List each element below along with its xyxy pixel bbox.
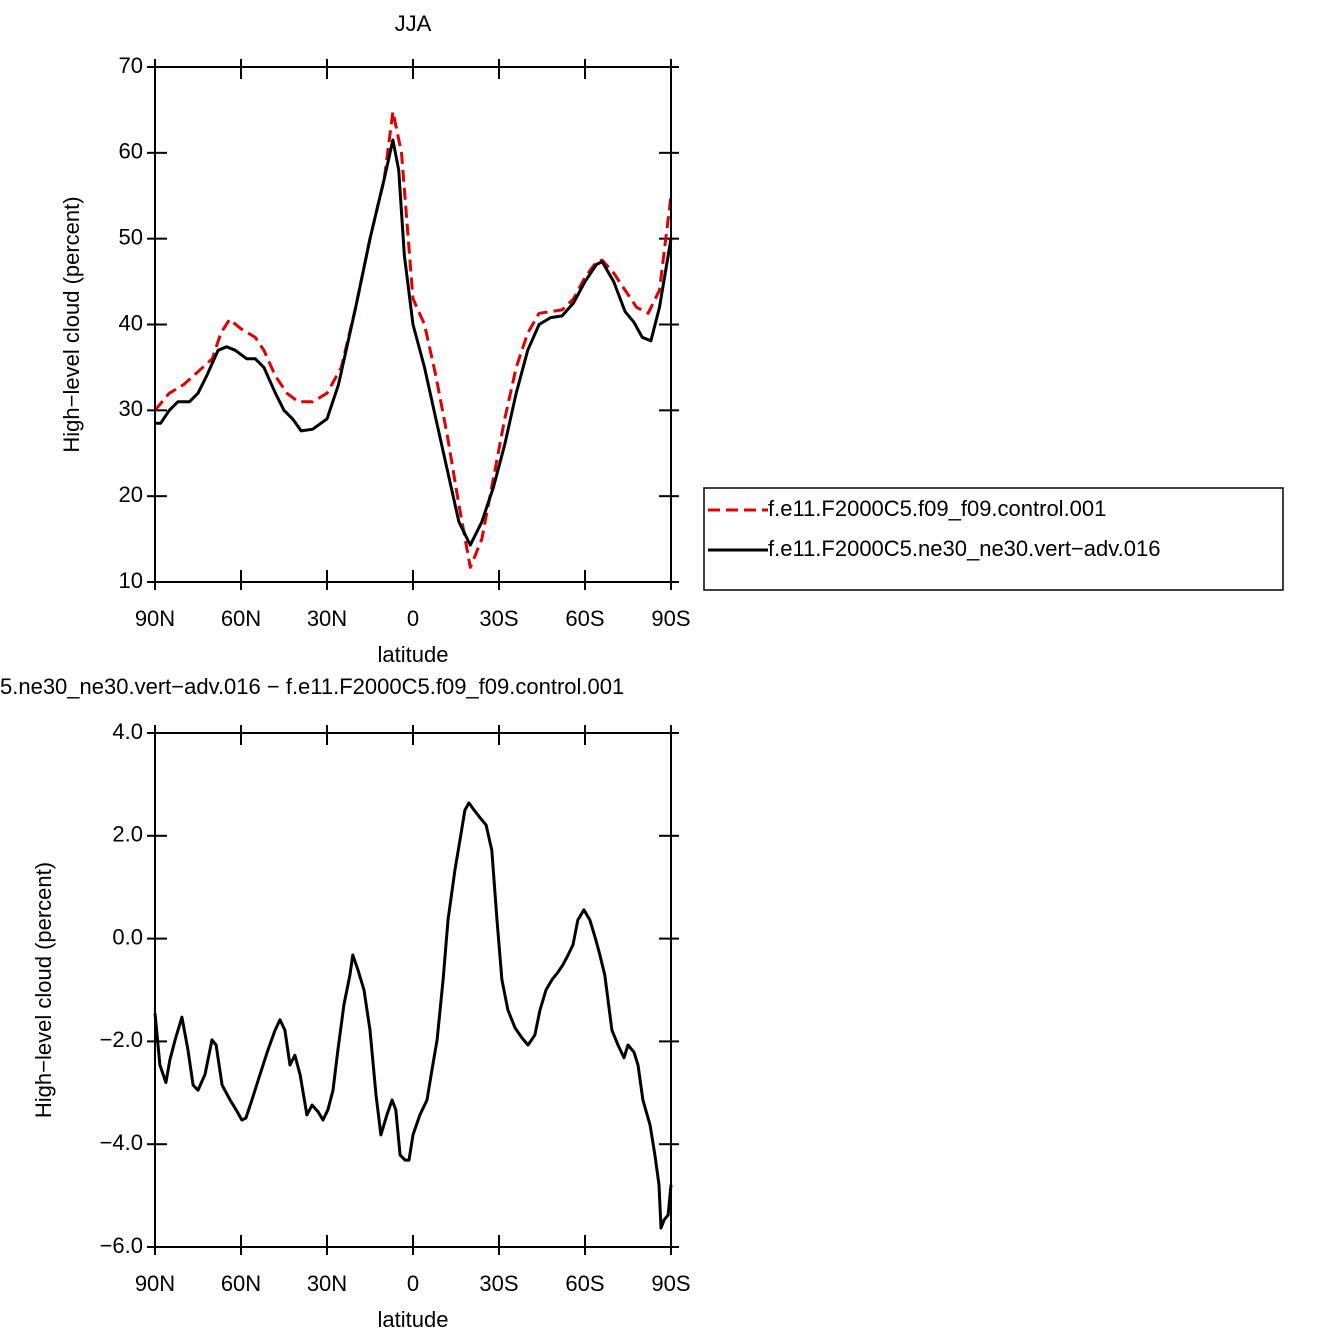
- y-axis-label: High−level cloud (percent): [59, 196, 84, 452]
- y-axis-label: High−level cloud (percent): [31, 862, 56, 1118]
- x-tick-label: 30S: [479, 606, 518, 631]
- y-tick-label: 30: [119, 396, 143, 421]
- data-line: [153, 801, 673, 1230]
- y-tick-label: 10: [119, 568, 143, 593]
- y-tick-label: 70: [119, 53, 143, 78]
- y-tick-label: 4.0: [112, 719, 143, 744]
- x-tick-label: 60N: [221, 1271, 261, 1296]
- x-tick-label: 90N: [135, 606, 175, 631]
- y-tick-label: −6.0: [100, 1233, 143, 1258]
- data-line: [155, 138, 673, 547]
- x-tick-label: 30S: [479, 1271, 518, 1296]
- x-tick-label: 30N: [307, 606, 347, 631]
- legend-label: f.e11.F2000C5.ne30_ne30.vert−adv.016: [768, 536, 1160, 561]
- x-tick-label: 30N: [307, 1271, 347, 1296]
- x-axis-label: latitude: [378, 1307, 449, 1332]
- y-tick-label: −4.0: [100, 1130, 143, 1155]
- y-tick-label: 2.0: [112, 822, 143, 847]
- y-tick-label: 0.0: [112, 924, 143, 949]
- x-axis-label: latitude: [378, 642, 449, 667]
- data-line: [153, 110, 673, 569]
- y-tick-label: 50: [119, 224, 143, 249]
- x-tick-label: 90N: [135, 1271, 175, 1296]
- chart-title: JJA: [395, 11, 432, 36]
- x-tick-label: 60S: [565, 606, 604, 631]
- y-tick-label: −2.0: [100, 1027, 143, 1052]
- x-tick-label: 60N: [221, 606, 261, 631]
- chart-title: 5.ne30_ne30.vert−adv.016 − f.e11.F2000C5…: [0, 674, 624, 699]
- y-tick-label: 20: [119, 482, 143, 507]
- x-tick-label: 90S: [651, 606, 690, 631]
- legend-label: f.e11.F2000C5.f09_f09.control.001: [768, 496, 1106, 521]
- y-tick-label: 40: [119, 310, 143, 335]
- plot-frame: [154, 66, 672, 583]
- legend-box: [703, 487, 1284, 591]
- x-tick-label: 90S: [651, 1271, 690, 1296]
- y-tick-label: 60: [119, 139, 143, 164]
- x-tick-label: 60S: [565, 1271, 604, 1296]
- plot-frame: [154, 732, 672, 1248]
- x-tick-label: 0: [407, 606, 419, 631]
- x-tick-label: 0: [407, 1271, 419, 1296]
